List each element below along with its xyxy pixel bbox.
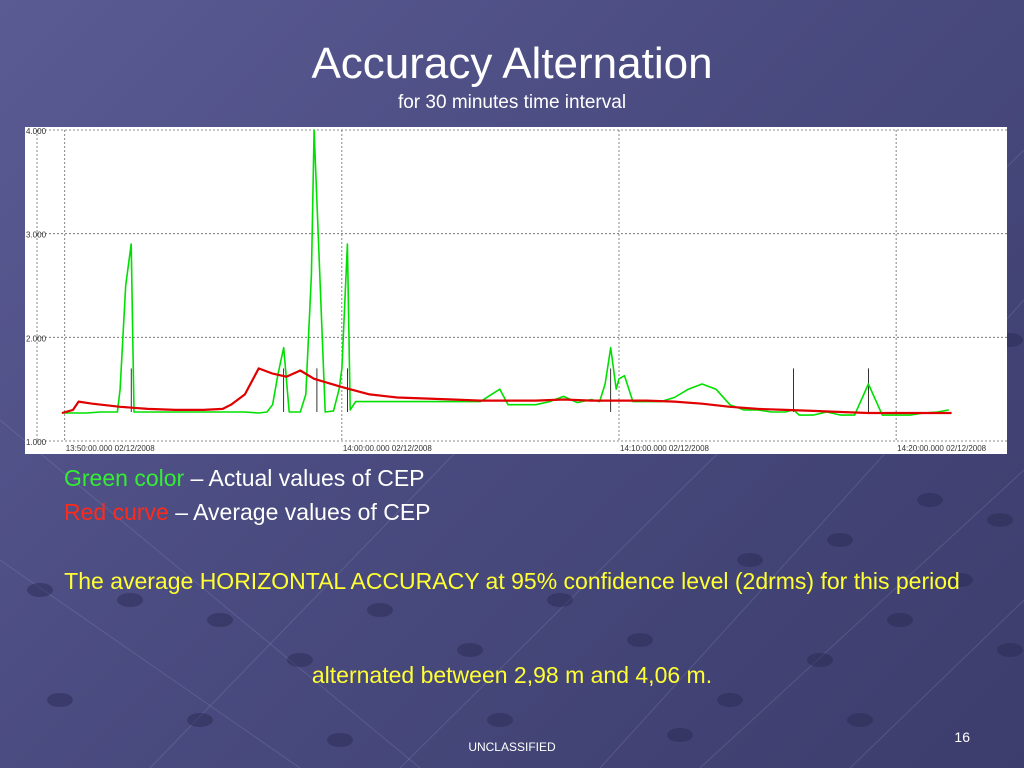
- x-tick-label: 14:00:00.000 02/12/2008: [343, 444, 433, 453]
- bg-dot: [717, 693, 743, 707]
- bg-dot: [847, 713, 873, 727]
- bg-dot: [987, 513, 1013, 527]
- bg-dot: [487, 713, 513, 727]
- bg-dot: [287, 653, 313, 667]
- page-number: 16: [954, 729, 970, 745]
- actual-cep-series: [61, 129, 949, 416]
- legend-actual: Green color – Actual values of CEP: [64, 464, 425, 492]
- average-cep-series: [61, 367, 952, 415]
- bg-dot: [947, 573, 973, 587]
- bg-dot: [827, 533, 853, 547]
- bg-dot: [327, 733, 353, 747]
- bg-dot: [917, 493, 943, 507]
- x-tick-label: 13:50:00.000 02/12/2008: [66, 444, 156, 453]
- bg-dot: [117, 593, 143, 607]
- y-tick-label: 4.000: [26, 127, 47, 136]
- legend-actual-text: – Actual values of CEP: [184, 465, 425, 491]
- classification-footer: UNCLASSIFIED: [468, 740, 556, 754]
- legend-average-text: – Average values of CEP: [168, 499, 431, 525]
- bg-dot: [807, 653, 833, 667]
- bg-line: [0, 419, 421, 768]
- bg-dot: [627, 633, 653, 647]
- bg-dot: [737, 553, 763, 567]
- bg-line: [699, 469, 1024, 768]
- legend-average-key: Red curve: [64, 499, 169, 525]
- bg-dot: [667, 728, 693, 742]
- bg-dot: [547, 593, 573, 607]
- slide-title: Accuracy Alternation: [311, 39, 713, 88]
- y-tick-label: 1.000: [26, 438, 47, 447]
- x-tick-label: 14:20:00.000 02/12/2008: [897, 444, 987, 453]
- cep-chart: 1.000 2.000 3.000 4.000 13:50:00.000 02/12/2…: [26, 127, 1007, 453]
- x-tick-label: 14:10:00.000 02/12/2008: [620, 444, 710, 453]
- bg-dot: [27, 583, 53, 597]
- bg-dot: [187, 713, 213, 727]
- summary-text: The average HORIZONTAL ACCURACY at 95% c…: [64, 568, 960, 594]
- slide-subtitle: for 30 minutes time interval: [397, 92, 627, 113]
- y-tick-label: 3.000: [26, 231, 47, 240]
- bg-dot: [887, 613, 913, 627]
- bg-dot: [47, 693, 73, 707]
- chart-panel: 1.000 2.000 3.000 4.000 13:50:00.000 02/12/2…: [25, 127, 1007, 454]
- summary-range: alternated between 2,98 m and 4,06 m.: [311, 662, 713, 688]
- legend-actual-key: Green color: [64, 465, 185, 491]
- y-tick-label: 2.000: [26, 334, 47, 343]
- bg-dot: [367, 603, 393, 617]
- bg-line: [849, 599, 1024, 768]
- bg-dot: [997, 643, 1023, 657]
- bg-dot: [457, 643, 483, 657]
- legend-average: Red curve – Average values of CEP: [64, 498, 431, 526]
- bg-dot: [207, 613, 233, 627]
- bg-line: [0, 559, 301, 768]
